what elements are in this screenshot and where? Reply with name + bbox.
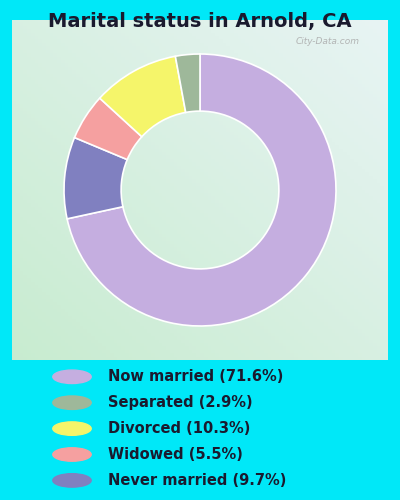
Text: Marital status in Arnold, CA: Marital status in Arnold, CA [48, 12, 352, 32]
Text: Widowed (5.5%): Widowed (5.5%) [108, 447, 243, 462]
Circle shape [53, 474, 91, 487]
Circle shape [53, 370, 91, 384]
Text: Divorced (10.3%): Divorced (10.3%) [108, 421, 250, 436]
Wedge shape [67, 54, 336, 326]
Wedge shape [175, 54, 200, 112]
Text: Separated (2.9%): Separated (2.9%) [108, 395, 253, 410]
Circle shape [53, 396, 91, 409]
Wedge shape [64, 138, 127, 219]
Text: Now married (71.6%): Now married (71.6%) [108, 370, 283, 384]
Wedge shape [74, 98, 142, 160]
Circle shape [53, 448, 91, 461]
Text: City-Data.com: City-Data.com [296, 37, 360, 46]
Circle shape [53, 422, 91, 436]
Wedge shape [100, 56, 186, 136]
Text: Never married (9.7%): Never married (9.7%) [108, 473, 286, 488]
